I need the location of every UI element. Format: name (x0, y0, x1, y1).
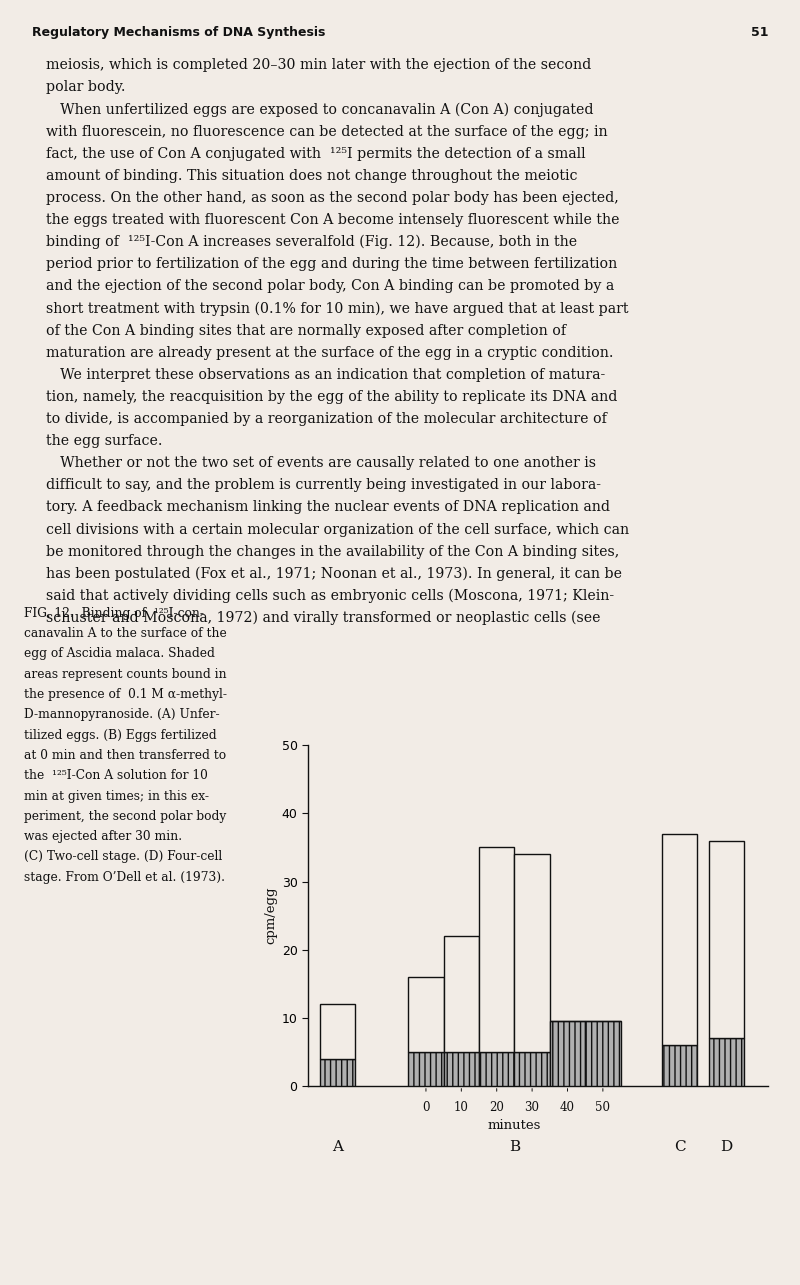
Bar (408, 977, 444, 1051)
Bar (320, 1059, 355, 1086)
Text: 40: 40 (560, 1101, 575, 1114)
Text: the presence of  0.1 M α-methyl-: the presence of 0.1 M α-methyl- (24, 687, 227, 702)
Text: B: B (509, 1140, 520, 1154)
Text: binding of  ¹²⁵I-Con A increases severalfold (Fig. 12). Because, both in the: binding of ¹²⁵I-Con A increases severalf… (46, 235, 578, 249)
Bar (514, 855, 550, 1051)
Text: areas represent counts bound in: areas represent counts bound in (24, 668, 226, 681)
Bar (662, 834, 698, 1045)
Text: was ejected after 30 min.: was ejected after 30 min. (24, 830, 182, 843)
Bar (408, 1051, 444, 1086)
Text: (C) Two-cell stage. (D) Four-cell: (C) Two-cell stage. (D) Four-cell (24, 851, 222, 864)
Text: has been postulated (Fox et al., 1971; Noonan et al., 1973). In general, it can : has been postulated (Fox et al., 1971; N… (46, 567, 622, 581)
Bar (709, 1038, 745, 1086)
Text: schuster and Moscona, 1972) and virally transformed or neoplastic cells (see: schuster and Moscona, 1972) and virally … (46, 610, 601, 625)
Text: FIG. 12.  Binding of  ¹²⁵I-con-: FIG. 12. Binding of ¹²⁵I-con- (24, 607, 204, 619)
Text: meiosis, which is completed 20–30 min later with the ejection of the second: meiosis, which is completed 20–30 min la… (46, 58, 592, 72)
Text: tilized eggs. (B) Eggs fertilized: tilized eggs. (B) Eggs fertilized (24, 729, 217, 741)
Text: Regulatory Mechanisms of DNA Synthesis: Regulatory Mechanisms of DNA Synthesis (32, 26, 326, 39)
Text: C: C (674, 1140, 686, 1154)
Text: egg of Ascidia malaca. Shaded: egg of Ascidia malaca. Shaded (24, 648, 215, 660)
Y-axis label: cpm/egg: cpm/egg (265, 887, 278, 944)
Text: tion, namely, the reacquisition by the egg of the ability to replicate its DNA a: tion, namely, the reacquisition by the e… (46, 389, 618, 403)
Text: the  ¹²⁵I-Con A solution for 10: the ¹²⁵I-Con A solution for 10 (24, 770, 208, 783)
Text: fact, the use of Con A conjugated with  ¹²⁵I permits the detection of a small: fact, the use of Con A conjugated with ¹… (46, 146, 586, 161)
Text: D-mannopyranoside. (A) Unfer-: D-mannopyranoside. (A) Unfer- (24, 708, 220, 721)
Text: 10: 10 (454, 1101, 469, 1114)
Text: to divide, is accompanied by a reorganization of the molecular architecture of: to divide, is accompanied by a reorganiz… (46, 412, 607, 427)
Text: short treatment with trypsin (0.1% for 10 min), we have argued that at least par: short treatment with trypsin (0.1% for 1… (46, 301, 629, 316)
Text: the egg surface.: the egg surface. (46, 434, 163, 448)
Text: be monitored through the changes in the availability of the Con A binding sites,: be monitored through the changes in the … (46, 545, 620, 559)
Text: 0: 0 (422, 1101, 430, 1114)
Bar (662, 1045, 698, 1086)
Text: process. On the other hand, as soon as the second polar body has been ejected,: process. On the other hand, as soon as t… (46, 191, 619, 206)
Text: 30: 30 (525, 1101, 540, 1114)
Text: D: D (721, 1140, 733, 1154)
Bar (444, 935, 479, 1051)
Text: the eggs treated with fluorescent Con A become intensely fluorescent while the: the eggs treated with fluorescent Con A … (46, 213, 620, 227)
Text: 51: 51 (750, 26, 768, 39)
Text: canavalin A to the surface of the: canavalin A to the surface of the (24, 627, 226, 640)
Text: min at given times; in this ex-: min at given times; in this ex- (24, 789, 209, 803)
Bar (479, 848, 514, 1051)
Text: Whether or not the two set of events are causally related to one another is: Whether or not the two set of events are… (46, 456, 596, 470)
Bar (320, 1004, 355, 1059)
Text: 50: 50 (595, 1101, 610, 1114)
Text: We interpret these observations as an indication that completion of matura-: We interpret these observations as an in… (46, 368, 606, 382)
Bar (550, 1022, 585, 1086)
Text: maturation are already present at the surface of the egg in a cryptic condition.: maturation are already present at the su… (46, 346, 614, 360)
Text: of the Con A binding sites that are normally exposed after completion of: of the Con A binding sites that are norm… (46, 324, 566, 338)
Text: periment, the second polar body: periment, the second polar body (24, 810, 226, 822)
Text: stage. From O’Dell et al. (1973).: stage. From O’Dell et al. (1973). (24, 871, 225, 884)
Text: amount of binding. This situation does not change throughout the meiotic: amount of binding. This situation does n… (46, 168, 578, 182)
Bar (444, 1051, 479, 1086)
Text: 20: 20 (490, 1101, 504, 1114)
Bar (709, 840, 745, 1038)
Text: and the ejection of the second polar body, Con A binding can be promoted by a: and the ejection of the second polar bod… (46, 279, 614, 293)
Bar (585, 1022, 621, 1086)
Text: period prior to fertilization of the egg and during the time between fertilizati: period prior to fertilization of the egg… (46, 257, 618, 271)
Text: minutes: minutes (488, 1118, 541, 1132)
Bar (514, 1051, 550, 1086)
Text: cell divisions with a certain molecular organization of the cell surface, which : cell divisions with a certain molecular … (46, 523, 630, 537)
Text: polar body.: polar body. (46, 81, 126, 95)
Text: with fluorescein, no fluorescence can be detected at the surface of the egg; in: with fluorescein, no fluorescence can be… (46, 125, 608, 139)
Text: When unfertilized eggs are exposed to concanavalin A (Con A) conjugated: When unfertilized eggs are exposed to co… (46, 103, 594, 117)
Bar (479, 1051, 514, 1086)
Text: at 0 min and then transferred to: at 0 min and then transferred to (24, 749, 226, 762)
Text: tory. A feedback mechanism linking the nuclear events of DNA replication and: tory. A feedback mechanism linking the n… (46, 500, 610, 514)
Text: A: A (332, 1140, 343, 1154)
Text: difficult to say, and the problem is currently being investigated in our labora-: difficult to say, and the problem is cur… (46, 478, 602, 492)
Text: said that actively dividing cells such as embryonic cells (Moscona, 1971; Klein-: said that actively dividing cells such a… (46, 589, 614, 603)
